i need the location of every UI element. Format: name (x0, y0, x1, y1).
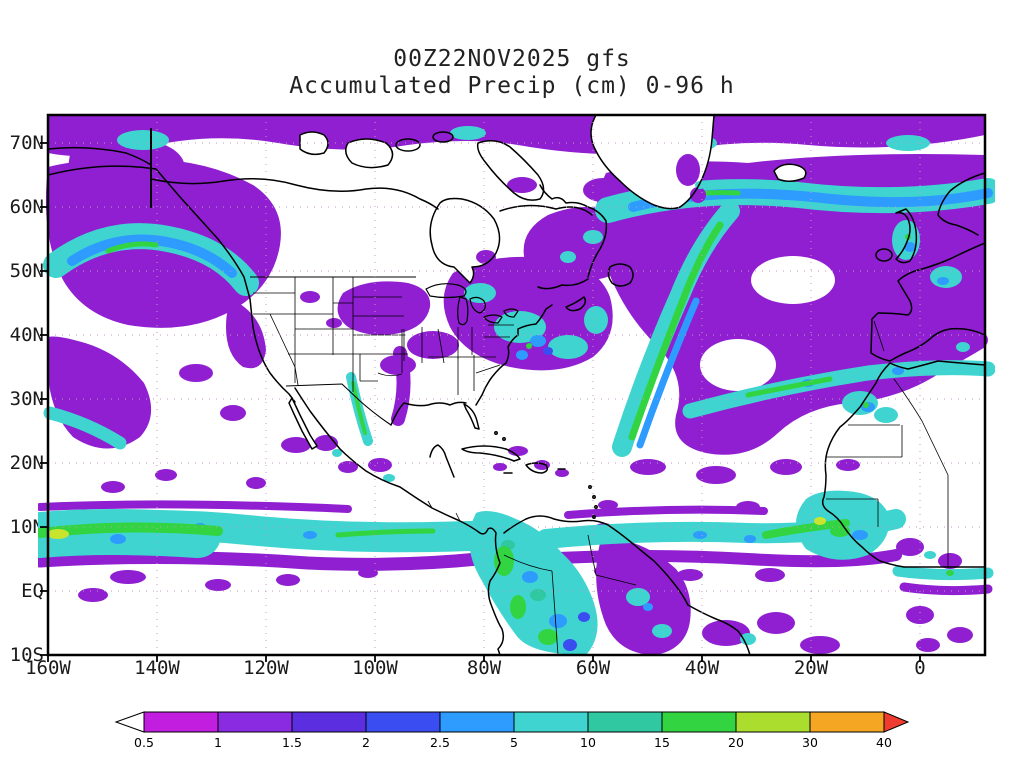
lat-label-20n: 20N (9, 452, 44, 474)
coastlines (47, 114, 986, 656)
florida (463, 403, 480, 430)
colorbar-tick-label: 1.5 (282, 735, 302, 750)
chart-title-line2: Accumulated Precip (cm) 0-96 h (289, 73, 735, 99)
colorbar-segment (217, 711, 293, 733)
colorbar-segment (291, 711, 367, 733)
colorbar-segment (513, 711, 589, 733)
colorbar-tick-label: 2.5 (430, 735, 450, 750)
colorbar-tick-label: 20 (728, 735, 744, 750)
arctic-precip-band (48, 115, 985, 157)
lon-label-20w: 20W (793, 657, 829, 679)
lon-label-100w: 100W (352, 657, 398, 679)
lon-label-140w: 140W (134, 657, 180, 679)
colorbar-tick-label: 15 (654, 735, 670, 750)
chart-title: 00Z22NOV2025 gfs Accumulated Precip (cm)… (0, 46, 1024, 100)
colorbar-tick-label: 1 (214, 735, 222, 750)
precip-field (38, 115, 995, 655)
colorbar-tick-label: 40 (876, 735, 892, 750)
lon-label-40w: 40W (684, 657, 720, 679)
colorbar-bar (114, 711, 910, 733)
lat-label-10n: 10N (9, 516, 44, 538)
precip-max-spot (47, 529, 69, 539)
lon-label-80w: 80W (466, 657, 502, 679)
colorbar-tick-label: 0.5 (134, 735, 154, 750)
colorbar-tick-label: 5 (510, 735, 518, 750)
lat-label-50n: 50N (9, 260, 44, 282)
colorbar-tick-label: 2 (362, 735, 370, 750)
colorbar-segment (809, 711, 885, 733)
lat-label-30n: 30N (9, 388, 44, 410)
colorbar-tick-labels: 0.5 1 1.5 2 2.5 5 10 15 20 30 40 (134, 735, 892, 750)
colorbar-segment (661, 711, 737, 733)
lon-label-160w: 160W (25, 657, 71, 679)
lat-label-60n: 60N (9, 196, 44, 218)
colorbar-segment (365, 711, 441, 733)
colorbar-segment (587, 711, 663, 733)
lat-label-40n: 40N (9, 324, 44, 346)
colorbar-segment (439, 711, 515, 733)
colorbar-tick-label: 30 (802, 735, 818, 750)
europe-precip-mass (868, 190, 985, 322)
lat-label-eq: EQ (21, 580, 44, 602)
colorbar-min-arrow (114, 711, 145, 733)
colorbar-max-arrow (883, 711, 910, 733)
greenland (591, 115, 714, 209)
map-canvas (38, 113, 995, 662)
colorbar-tick-label: 10 (580, 735, 596, 750)
colorbar: 0.5 1 1.5 2 2.5 5 10 15 20 30 40 (114, 711, 910, 750)
lon-label-0: 0 (914, 657, 926, 679)
state-borders (250, 276, 949, 656)
lat-label-70n: 70N (9, 132, 44, 154)
lon-label-120w: 120W (243, 657, 289, 679)
colorbar-segment (143, 711, 219, 733)
map-border (40, 113, 987, 662)
lon-label-60w: 60W (575, 657, 611, 679)
chart-title-line1: 00Z22NOV2025 gfs (393, 46, 631, 72)
colorbar-segment (735, 711, 811, 733)
axis-ticks (40, 142, 921, 662)
lat-label-10s: 10S (9, 644, 44, 666)
midwest-precip (337, 281, 431, 335)
